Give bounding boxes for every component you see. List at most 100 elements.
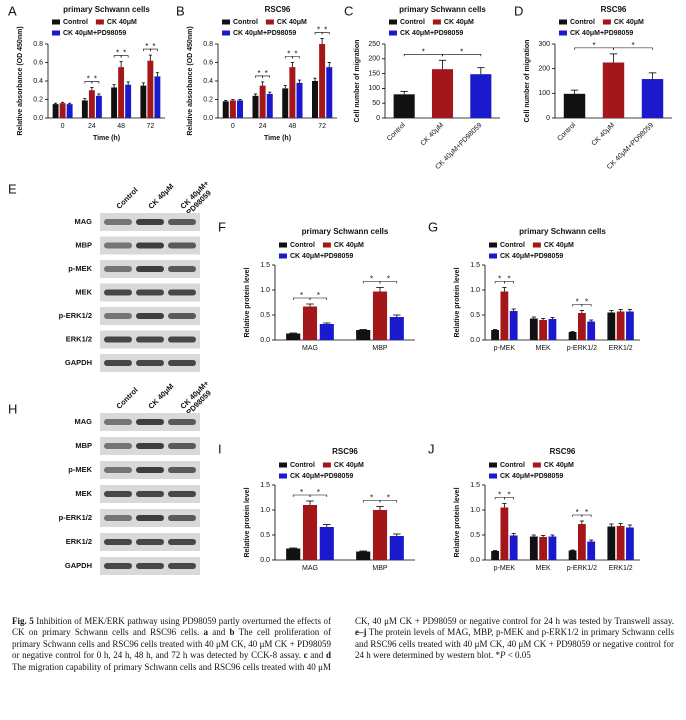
legend-label: Control: [290, 462, 315, 469]
legend-label: CK 40μM: [444, 19, 474, 26]
legend-swatch: [389, 30, 397, 36]
y-tick-label: 0: [376, 115, 380, 122]
bar: [252, 95, 259, 118]
blot-band: [104, 563, 132, 569]
blot-row-label: MEK: [75, 287, 92, 296]
bar: [539, 320, 548, 340]
chart-title: primary Schwann cells: [63, 5, 150, 14]
y-tick-label: 1.5: [260, 482, 270, 489]
caption-text: and: [207, 627, 230, 638]
blot-band: [136, 313, 164, 319]
blot-row-label: ERK1/2: [66, 334, 92, 343]
significance-label: *: [116, 49, 119, 58]
bar: [52, 104, 59, 118]
bar: [118, 67, 125, 118]
panel-letter: H: [8, 401, 17, 416]
blot-row-label: p-MEK: [68, 264, 92, 273]
legend-swatch: [559, 19, 567, 25]
bar: [356, 551, 371, 560]
significance-bracket: [504, 281, 514, 284]
significance-label: *: [422, 47, 425, 56]
blot-column-label: CK 40μM: [146, 382, 175, 411]
y-tick-label: 0.0: [470, 557, 480, 564]
legend-label: CK 40μM: [544, 242, 574, 249]
blot-band: [168, 266, 196, 272]
blot-row-label: p-MEK: [68, 465, 92, 474]
bar: [607, 526, 616, 560]
legend-label: Control: [63, 19, 88, 26]
bar: [607, 312, 616, 340]
y-tick-label: 0.5: [260, 312, 270, 319]
legend-swatch: [222, 19, 230, 25]
bar: [389, 536, 404, 560]
legend-label: CK 40μM: [614, 19, 644, 26]
caption-text: Inhibition of MEK/ERK pathway using PD98…: [12, 616, 332, 638]
legend-swatch: [532, 462, 541, 468]
blot-band: [104, 467, 132, 473]
legend-label: CK 40μM: [277, 19, 307, 26]
blot-band: [168, 289, 196, 296]
bar: [372, 510, 388, 560]
blot-band: [104, 242, 132, 249]
blot-band: [168, 313, 196, 319]
blot-band: [168, 515, 196, 521]
significance-label: *: [576, 298, 579, 307]
y-axis-label: Relative protein level: [454, 267, 461, 337]
bar: [319, 527, 334, 560]
caption-text: < 0.05: [505, 650, 531, 661]
y-tick-label: 100: [368, 85, 380, 92]
blot-band: [168, 219, 196, 225]
blot-band: [136, 443, 164, 449]
chart-title: RSC96: [332, 447, 358, 456]
panel-letter: I: [218, 441, 222, 456]
significance-label: *: [265, 69, 268, 78]
blot-band: [168, 336, 196, 343]
x-tick-label: MBP: [372, 345, 388, 352]
blot-band: [104, 313, 132, 319]
y-tick-label: 0.5: [470, 312, 480, 319]
bar: [529, 318, 538, 340]
y-tick-label: 1.0: [470, 507, 480, 514]
blot-band: [168, 539, 196, 545]
bar: [563, 93, 586, 118]
legend-label: Control: [233, 19, 258, 26]
blot-band: [136, 491, 164, 497]
y-axis-label: Relative absorbance (OD 450nm): [17, 26, 24, 135]
significance-label: *: [498, 491, 501, 500]
panel-letter: A: [8, 3, 17, 18]
legend-label: Control: [500, 242, 525, 249]
legend-swatch: [279, 253, 287, 259]
legend-label: Control: [500, 462, 525, 469]
legend-swatch: [432, 19, 441, 25]
significance-label: *: [287, 50, 290, 59]
legend-label: CK 40μM: [334, 242, 364, 249]
significance-bracket: [321, 32, 330, 35]
bar: [95, 95, 102, 118]
y-axis-label: Relative protein level: [454, 487, 461, 557]
bar: [319, 324, 334, 340]
y-tick-label: 150: [368, 70, 380, 77]
caption-text: a: [203, 627, 208, 638]
legend-label: CK 40μM+PD98059: [500, 253, 563, 260]
legend-label: CK 40μM+PD98059: [400, 30, 463, 37]
significance-label: *: [317, 26, 320, 35]
blot-row-label: MAG: [75, 217, 93, 226]
blot-row-label: p-ERK1/2: [59, 311, 92, 320]
y-axis-label: Relative protein level: [244, 267, 251, 337]
bar: [539, 537, 548, 560]
x-tick-label: CK 40μM: [420, 122, 446, 148]
bar: [577, 313, 586, 340]
bar: [529, 536, 538, 560]
significance-bracket: [262, 75, 271, 78]
significance-label: *: [145, 42, 148, 51]
significance-bracket: [150, 48, 158, 52]
y-axis-label: Relative absorbance (OD 450nm): [187, 26, 194, 135]
caption-text: The cell proliferation of primary Schwan…: [12, 627, 331, 661]
legend-swatch: [489, 462, 497, 468]
y-tick-label: 0: [546, 115, 550, 122]
blot-band: [168, 563, 196, 569]
x-tick-label: Control: [556, 121, 577, 142]
blot-row-label: ERK1/2: [66, 537, 92, 546]
